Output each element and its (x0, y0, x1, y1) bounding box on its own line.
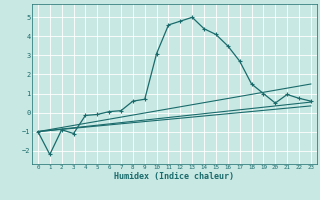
X-axis label: Humidex (Indice chaleur): Humidex (Indice chaleur) (115, 172, 234, 181)
